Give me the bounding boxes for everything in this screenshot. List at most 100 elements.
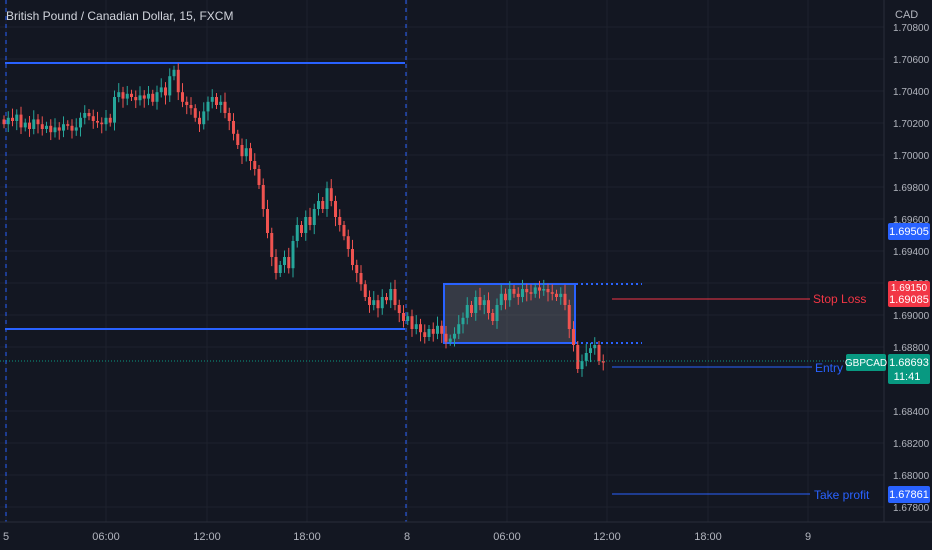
- candle-body: [419, 324, 422, 333]
- candle-body: [138, 95, 142, 101]
- stop-high-badge: [888, 281, 930, 294]
- candle-body: [584, 353, 588, 361]
- candle-body: [79, 117, 82, 128]
- candle-body: [87, 113, 91, 117]
- candle-body: [181, 92, 184, 102]
- candle-body: [62, 124, 65, 131]
- candle-body: [521, 289, 524, 297]
- candle-body: [100, 122, 104, 125]
- candle-body: [210, 97, 214, 102]
- candle-body: [440, 325, 444, 334]
- candle-body: [108, 117, 112, 123]
- candle-body: [355, 265, 359, 273]
- candle-body: [70, 125, 74, 131]
- candle-body: [372, 300, 376, 305]
- candle-body: [572, 329, 575, 345]
- candle-body: [151, 93, 155, 102]
- grid: [0, 0, 884, 522]
- candle-body: [491, 313, 495, 321]
- candle-body: [580, 361, 584, 369]
- candle-body: [423, 332, 427, 337]
- candle-body: [283, 257, 286, 265]
- candle-body: [351, 249, 354, 265]
- candle-body: [232, 121, 235, 134]
- entry-label: Entry: [815, 361, 843, 375]
- candle-body: [593, 345, 597, 349]
- candle-body: [533, 287, 537, 294]
- candle-body: [334, 201, 337, 217]
- candle-body: [470, 305, 473, 313]
- symbol-badge-text: GBPCAD: [845, 358, 887, 369]
- candle-body: [168, 76, 172, 96]
- candle-body: [104, 117, 108, 125]
- candle-body: [261, 185, 265, 209]
- candle-body: [53, 127, 57, 133]
- price-tick-label: 1.68200: [893, 439, 930, 450]
- candle-body: [538, 287, 541, 291]
- price-tick-label: 1.70400: [893, 87, 930, 98]
- candle-body: [32, 119, 36, 129]
- candle-body: [410, 316, 414, 329]
- candle-body: [567, 305, 571, 329]
- candle-body: [555, 293, 558, 297]
- candle-body: [308, 217, 312, 225]
- price-tick-label: 1.68000: [893, 471, 930, 482]
- price-tick-label: 1.70600: [893, 55, 930, 66]
- candle-body: [164, 87, 167, 96]
- price-axis[interactable]: [884, 0, 932, 550]
- candle-body: [202, 111, 206, 125]
- candles: [2, 63, 605, 377]
- candle-body: [559, 293, 563, 297]
- price-tick-label: 1.70000: [893, 151, 930, 162]
- time-tick-label: 9: [805, 531, 811, 543]
- price-tick-label: 1.69600: [893, 215, 930, 226]
- candle-body: [240, 145, 244, 157]
- candle-body: [11, 117, 14, 121]
- time-tick-label: 8: [404, 531, 410, 543]
- bar-countdown: 11:41: [894, 371, 921, 383]
- candle-body: [601, 361, 605, 363]
- chart-title: British Pound / Canadian Dollar, 15, FXC…: [6, 9, 233, 23]
- candle-body: [176, 69, 180, 93]
- candle-body: [512, 289, 516, 294]
- candle-body: [427, 329, 431, 337]
- candle-body: [155, 92, 159, 102]
- time-axis[interactable]: [0, 522, 884, 550]
- candle-body: [546, 289, 550, 293]
- candle-body: [130, 93, 133, 97]
- candle-body: [338, 217, 342, 225]
- candle-body: [6, 117, 10, 125]
- candle-body: [368, 297, 371, 305]
- candle-body: [478, 297, 482, 305]
- candle-body: [23, 122, 27, 128]
- candle-body: [325, 188, 329, 209]
- candle-body: [227, 113, 231, 121]
- candle-body: [142, 95, 146, 99]
- candle-body: [185, 101, 189, 105]
- candle-body: [57, 127, 61, 131]
- candle-body: [597, 345, 601, 361]
- candle-body: [244, 148, 248, 157]
- candle-body: [96, 121, 99, 123]
- candle-body: [249, 148, 252, 161]
- candle-body: [223, 101, 227, 113]
- candle-body: [291, 241, 295, 269]
- time-tick-label: 06:00: [493, 531, 521, 543]
- candle-body: [270, 233, 274, 257]
- price-tick-label: 1.68800: [893, 343, 930, 354]
- candle-body: [504, 293, 507, 301]
- price-tick-label: 1.68400: [893, 407, 930, 418]
- level-badge-text: 1.69505: [889, 226, 929, 238]
- time-tick-label: 18:00: [293, 531, 321, 543]
- candle-body: [193, 108, 197, 118]
- candle-body: [45, 125, 48, 129]
- candle-body: [36, 119, 40, 125]
- candle-body: [278, 265, 282, 273]
- candle-body: [448, 338, 452, 342]
- candle-body: [444, 333, 448, 342]
- candle-body: [359, 273, 363, 285]
- candle-body: [304, 217, 308, 233]
- candle-body: [406, 316, 410, 321]
- candle-body: [342, 225, 346, 237]
